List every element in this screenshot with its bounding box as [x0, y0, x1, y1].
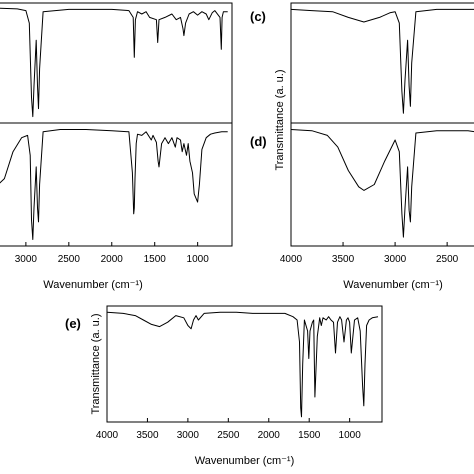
x-tick-label-b-5: 1000 — [187, 254, 210, 265]
panel-label-e: (e) — [65, 316, 81, 331]
spectrum-line-e — [106, 311, 379, 418]
spectrum-line-d — [290, 129, 474, 238]
panel-c-frame — [290, 2, 474, 124]
x-tick-label-d-0: 4000 — [280, 254, 303, 265]
y-axis-label-d: Transmittance (a. u.) — [274, 69, 286, 170]
x-tick-label-e-4: 2000 — [258, 430, 281, 441]
x-tick-label-e-2: 3000 — [177, 430, 200, 441]
x-axis-label-e: Wavenumber (cm⁻¹) — [195, 455, 295, 467]
x-tick-label-e-5: 1500 — [298, 430, 321, 441]
x-tick-label-e-1: 3500 — [136, 430, 159, 441]
spectrum-line-a — [0, 7, 228, 118]
x-tick-label-b-3: 2000 — [101, 254, 124, 265]
panel-e-frame — [106, 305, 383, 423]
y-axis-label-e: Transmittance (a. u.) — [90, 313, 102, 414]
panel-label-d: (d) — [250, 134, 267, 149]
x-tick-label-b-2: 2500 — [58, 254, 81, 265]
x-tick-label-e-0: 4000 — [96, 430, 119, 441]
x-tick-label-d-1: 3500 — [332, 254, 355, 265]
x-axis-label-b: Wavenumber (cm⁻¹) — [43, 279, 143, 291]
panel-label-c: (c) — [250, 9, 266, 24]
x-tick-label-d-3: 2500 — [436, 254, 459, 265]
x-tick-label-e-3: 2500 — [217, 430, 240, 441]
x-tick-label-b-1: 3000 — [15, 254, 38, 265]
x-axis-label-d: Wavenumber (cm⁻¹) — [343, 279, 443, 291]
spectrum-line-b — [0, 129, 228, 240]
panel-b-frame — [0, 122, 233, 247]
x-tick-label-b-4: 1500 — [144, 254, 167, 265]
x-tick-label-d-2: 3000 — [384, 254, 407, 265]
panel-d-frame — [290, 122, 474, 247]
spectrum-line-c — [290, 8, 474, 114]
x-tick-label-e-6: 1000 — [339, 430, 362, 441]
